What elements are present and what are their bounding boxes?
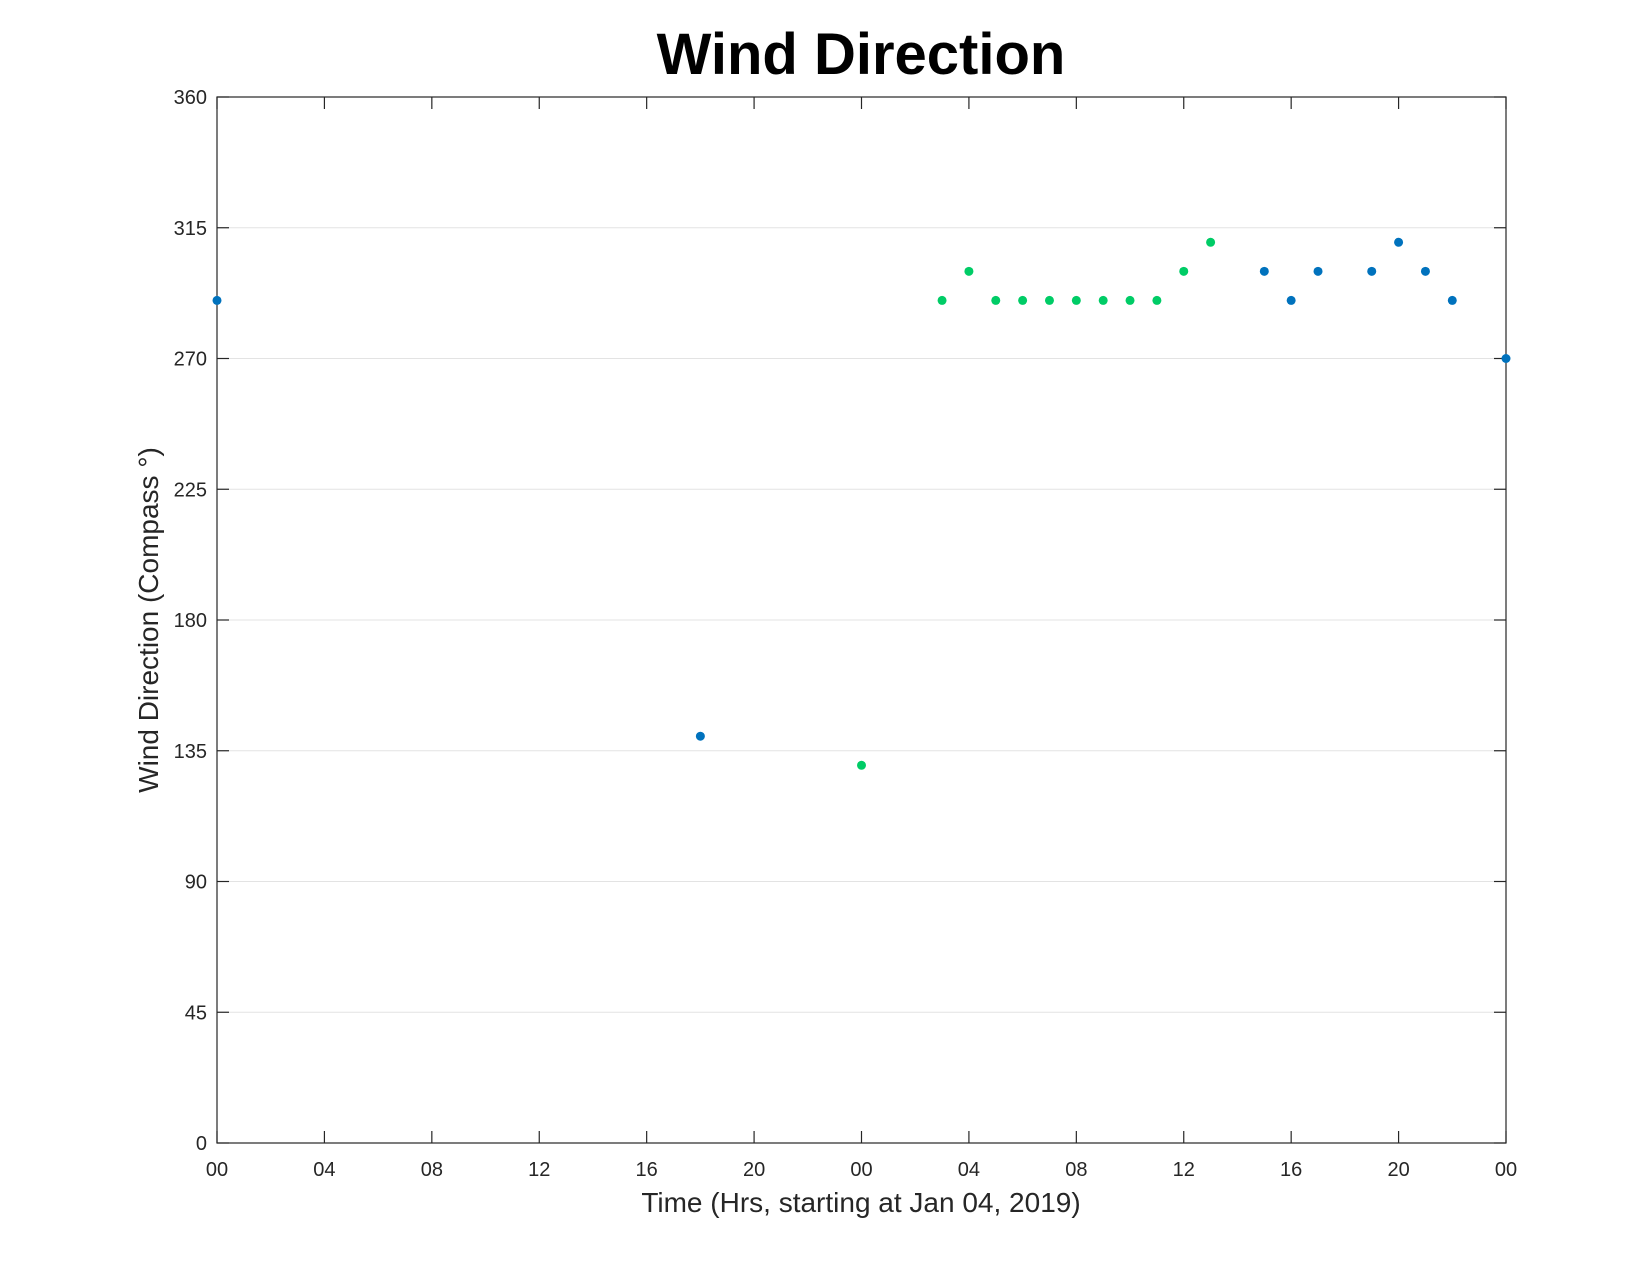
data-point	[964, 266, 974, 276]
y-tick-label: 135	[174, 741, 207, 763]
x-tick-label: 08	[1065, 1159, 1087, 1181]
chart-title: Wind Direction	[657, 22, 1066, 87]
x-tick-label: 00	[206, 1159, 228, 1181]
y-tick-label: 0	[196, 1133, 207, 1155]
axis-ticks	[216, 96, 1507, 1144]
data-point	[1259, 266, 1269, 276]
x-tick-label: 12	[528, 1159, 550, 1181]
data-point	[1447, 295, 1457, 305]
data-point	[1098, 295, 1108, 305]
x-tick-label: 00	[850, 1159, 872, 1181]
x-tick-labels: 00 04 08 12 16 20 00 04 08 12 16 20 00	[206, 1159, 1517, 1181]
data-point	[1420, 266, 1430, 276]
data-point	[1313, 266, 1323, 276]
data-point	[1206, 237, 1216, 247]
data-point	[857, 760, 866, 770]
data-point	[1018, 295, 1028, 305]
data-point	[1394, 237, 1404, 247]
y-tick-label: 180	[174, 610, 207, 632]
x-tick-label: 08	[421, 1159, 443, 1181]
data-point	[1286, 295, 1296, 305]
y-tick-label: 90	[185, 872, 207, 894]
x-tick-label: 04	[958, 1159, 980, 1181]
y-tick-label: 270	[174, 349, 207, 371]
y-tick-label: 315	[174, 218, 207, 240]
data-point	[1071, 295, 1081, 305]
data-point	[937, 295, 947, 305]
data-point	[1152, 295, 1162, 305]
grid-lines	[217, 227, 1506, 1013]
data-point	[212, 295, 222, 305]
data-point	[1179, 266, 1189, 276]
x-tick-label: 20	[743, 1159, 765, 1181]
y-tick-label: 360	[174, 87, 207, 109]
x-axis-label: Time (Hrs, starting at Jan 04, 2019)	[641, 1187, 1080, 1218]
x-tick-label: 20	[1387, 1159, 1409, 1181]
data-point	[1044, 295, 1054, 305]
data-point	[1367, 266, 1377, 276]
x-tick-label: 04	[313, 1159, 335, 1181]
x-tick-label: 16	[636, 1159, 658, 1181]
x-tick-label: 12	[1173, 1159, 1195, 1181]
data-point	[695, 731, 705, 741]
y-axis-label: Wind Direction (Compass °)	[133, 447, 164, 793]
data-point	[1501, 354, 1511, 363]
y-tick-label: 225	[174, 479, 207, 501]
data-point	[991, 295, 1001, 305]
y-tick-labels: 0 45 90 135 180 225 270 315 360	[174, 87, 207, 1155]
data-points	[212, 237, 1511, 770]
data-point	[1125, 295, 1135, 305]
x-tick-label: 16	[1280, 1159, 1302, 1181]
y-tick-label: 45	[185, 1002, 207, 1024]
x-tick-label: 00	[1495, 1159, 1517, 1181]
